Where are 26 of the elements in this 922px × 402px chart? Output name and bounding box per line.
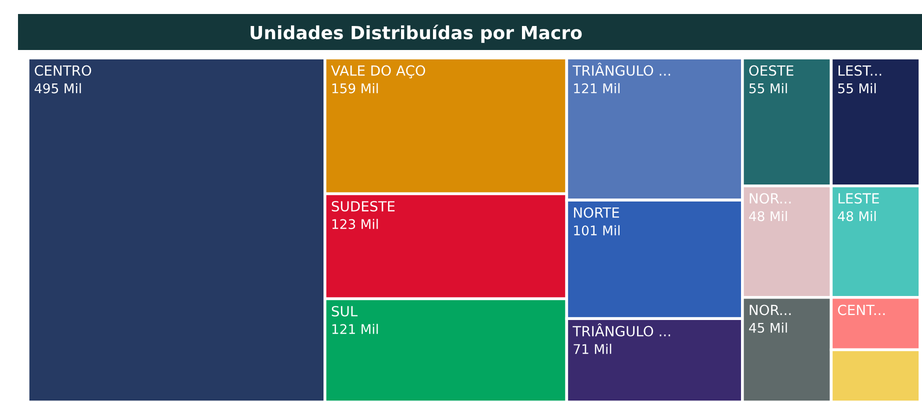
category-label: SUL	[332, 306, 358, 317]
data-label: 55 Mil	[749, 83, 787, 94]
category-label: OESTE	[749, 65, 794, 76]
data-label: 159 Mil	[332, 83, 378, 94]
category-label: NORTE	[574, 207, 620, 218]
category-label: CENTRO	[34, 65, 92, 76]
data-label: 45 Mil	[749, 322, 787, 333]
category-label: TRIÂNGULO ...	[572, 62, 670, 76]
category-label: LEST...	[838, 65, 882, 76]
data-label: 495 Mil	[34, 83, 81, 94]
category-label: LESTE	[838, 193, 879, 204]
data-label: 123 Mil	[332, 218, 378, 230]
category-label: NOR...	[750, 193, 791, 204]
category-label: TRIÂNGULO ...	[572, 323, 670, 336]
data-label: 48 Mil	[749, 210, 787, 222]
data-label: 101 Mil	[574, 225, 620, 236]
data-label: 121 Mil	[574, 83, 620, 94]
data-label: 121 Mil	[332, 324, 378, 334]
data-label: 71 Mil	[574, 344, 612, 354]
data-label: 55 Mil	[838, 83, 876, 94]
category-label: VALE DO AÇO	[331, 65, 426, 78]
data-label: 48 Mil	[838, 210, 876, 222]
category-label: CENT...	[838, 304, 885, 316]
text: Unidades Distribuídas por Macro	[250, 24, 582, 43]
category-label: NOR...	[750, 304, 791, 316]
category-label: SUDESTE	[332, 201, 395, 212]
